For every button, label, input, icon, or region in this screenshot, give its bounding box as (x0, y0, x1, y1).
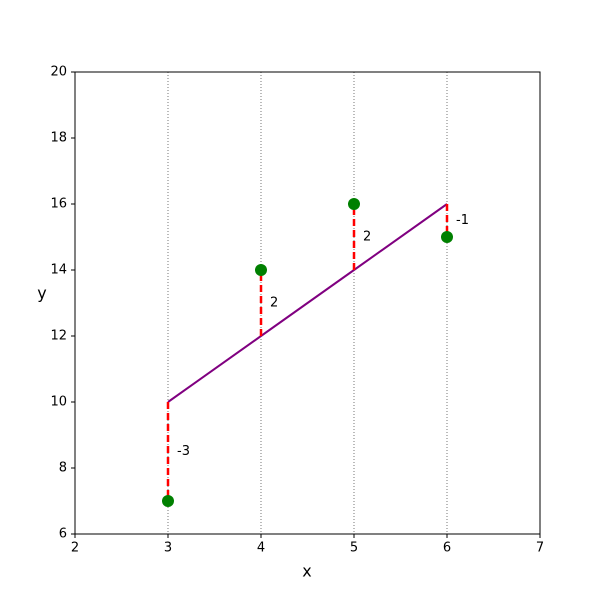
y-tick-label: 8 (59, 461, 67, 476)
y-axis-label: y (37, 284, 46, 303)
point (348, 198, 360, 210)
residual-label: -1 (456, 213, 469, 228)
y-tick-label: 16 (50, 197, 67, 212)
point (162, 495, 174, 507)
y-tick-label: 6 (59, 527, 67, 542)
x-axis-label: x (302, 562, 311, 581)
y-tick-label: 20 (50, 65, 67, 80)
fit-line (167, 203, 448, 403)
y-tick-label: 10 (50, 395, 67, 410)
plot-frame (74, 71, 541, 535)
y-tick-label: 14 (50, 263, 67, 278)
y-tick-label: 18 (50, 131, 67, 146)
x-tick-label: 3 (164, 541, 172, 556)
x-tick-label: 4 (257, 541, 265, 556)
y-tick-label: 12 (50, 329, 67, 344)
x-tick-label: 2 (71, 541, 79, 556)
x-tick-label: 7 (536, 541, 544, 556)
x-tick-label: 6 (443, 541, 451, 556)
x-tick-label: 5 (350, 541, 358, 556)
residual-label: 2 (363, 230, 371, 245)
point (441, 231, 453, 243)
residual-label: -3 (177, 444, 190, 459)
residual-label: 2 (270, 296, 278, 311)
point (255, 264, 267, 276)
